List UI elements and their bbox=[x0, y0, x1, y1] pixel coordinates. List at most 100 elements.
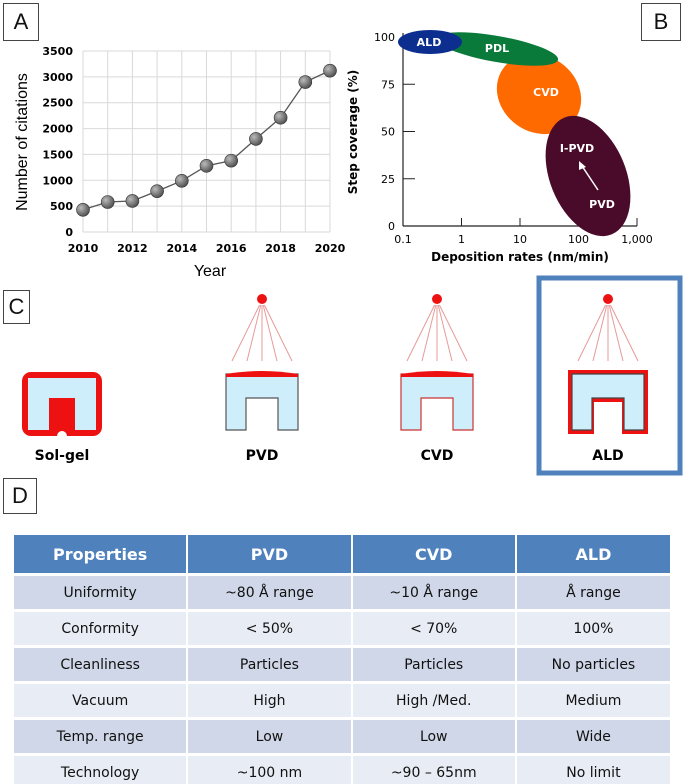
table-cell: High /Med. bbox=[352, 684, 515, 717]
table-header-row: Properties PVD CVD ALD bbox=[14, 535, 670, 573]
y-tick-label: 1000 bbox=[42, 174, 73, 187]
x-axis-label: Deposition rates (nm/min) bbox=[431, 250, 609, 264]
pvd-label: PVD bbox=[589, 198, 615, 211]
ray-line bbox=[231, 304, 261, 362]
citations-chart: 0 500 1000 1500 2000 2500 3000 3500 2010 2012 2014… bbox=[14, 45, 346, 280]
data-point bbox=[175, 174, 189, 188]
ray-line bbox=[437, 304, 453, 362]
table-row: Cleanliness Particles Particles No particle… bbox=[14, 648, 670, 681]
ray-line bbox=[608, 304, 624, 362]
cvd-label: CVD bbox=[533, 86, 559, 99]
y-tick-label: 25 bbox=[381, 173, 395, 186]
x-axis-label: Year bbox=[194, 263, 227, 280]
ray-line bbox=[406, 304, 436, 362]
table-cell: Medium bbox=[516, 684, 670, 717]
y-tick-label: 1500 bbox=[42, 148, 73, 161]
table-cell: Particles bbox=[188, 648, 351, 681]
panel-label-a: A bbox=[3, 3, 39, 41]
x-tick-label: 10 bbox=[513, 233, 527, 246]
y-tick-label: 0 bbox=[65, 226, 73, 239]
ald-label: ALD bbox=[417, 36, 442, 49]
y-tick-label: 50 bbox=[381, 126, 395, 139]
data-point bbox=[249, 132, 263, 146]
x-tick-label: 1 bbox=[458, 233, 465, 246]
method-label-ald: ALD bbox=[592, 448, 623, 464]
ray-line bbox=[262, 304, 278, 362]
table-cell: Particles bbox=[352, 648, 515, 681]
ray-line bbox=[438, 304, 468, 362]
data-point bbox=[323, 63, 337, 78]
y-tick-label: 2000 bbox=[42, 123, 73, 136]
panel-label-c: C bbox=[3, 290, 30, 324]
property-name: Temp. range bbox=[14, 720, 187, 753]
substrate-shape bbox=[28, 378, 96, 430]
pvd-coating bbox=[226, 371, 298, 377]
property-name: Conformity bbox=[14, 612, 187, 645]
data-point bbox=[150, 184, 164, 198]
source-icon bbox=[257, 294, 267, 304]
ray-line bbox=[577, 304, 607, 362]
data-point bbox=[298, 75, 313, 89]
table-cell: ~100 nm bbox=[188, 756, 351, 784]
y-tick-label: 0 bbox=[388, 220, 395, 233]
header-properties: Properties bbox=[14, 535, 187, 573]
ray-line bbox=[263, 304, 293, 362]
data-point bbox=[273, 110, 288, 125]
data-point bbox=[224, 153, 238, 168]
table-cell: < 70% bbox=[352, 612, 515, 645]
table-cell: High bbox=[188, 684, 351, 717]
table-row: Uniformity ~80 Å range ~10 Å range Å range bbox=[14, 576, 670, 609]
substrate-shape bbox=[571, 373, 645, 431]
header-cvd: CVD bbox=[352, 535, 515, 573]
source-icon bbox=[432, 294, 442, 304]
y-axis-label: Step coverage (%) bbox=[346, 70, 360, 195]
region-pdl bbox=[435, 32, 559, 66]
table-cell: Å range bbox=[516, 576, 670, 609]
substrate-shape bbox=[400, 373, 474, 431]
y-tick-label: 500 bbox=[50, 200, 73, 213]
data-point bbox=[100, 195, 115, 209]
properties-table: Properties PVD CVD ALD Uniformity ~80 Å r… bbox=[12, 532, 672, 784]
method-label-sol-gel: Sol-gel bbox=[35, 448, 90, 464]
y-tick-label: 3000 bbox=[42, 71, 73, 84]
x-tick-label: 2012 bbox=[117, 242, 148, 255]
method-label-pvd: PVD bbox=[246, 448, 279, 464]
header-pvd: PVD bbox=[188, 535, 351, 573]
ray-line bbox=[421, 304, 437, 362]
sol-gel-fill bbox=[49, 398, 75, 430]
ray-line bbox=[246, 304, 262, 362]
table-cell: Low bbox=[352, 720, 515, 753]
cvd-coating bbox=[401, 371, 473, 377]
arrow-line bbox=[581, 165, 599, 191]
property-name: Uniformity bbox=[14, 576, 187, 609]
y-tick-label: 3500 bbox=[42, 45, 73, 58]
x-tick-label: 2016 bbox=[216, 242, 247, 255]
table-cell: Low bbox=[188, 720, 351, 753]
table-cell: No particles bbox=[516, 648, 670, 681]
x-tick-label: 2010 bbox=[68, 242, 99, 255]
ald-highlight-box bbox=[536, 275, 683, 476]
table-row: Temp. range Low Low Wide bbox=[14, 720, 670, 753]
ray-line bbox=[592, 304, 608, 362]
property-name: Vacuum bbox=[14, 684, 187, 717]
table-row: Vacuum High High /Med. Medium bbox=[14, 684, 670, 717]
table-cell: < 50% bbox=[188, 612, 351, 645]
x-tick-label: 2018 bbox=[265, 242, 296, 255]
table-cell: 100% bbox=[516, 612, 670, 645]
x-tick-label: 1,000 bbox=[621, 233, 653, 246]
arrow-head bbox=[579, 161, 586, 170]
ray-line bbox=[609, 304, 639, 362]
substrate-shape bbox=[225, 373, 299, 431]
table-cell: Wide bbox=[516, 720, 670, 753]
pdl-label: PDL bbox=[485, 42, 509, 55]
data-point bbox=[76, 202, 90, 217]
table-row: Technology ~100 nm ~90 – 65nm No limit bbox=[14, 756, 670, 784]
region-cvd bbox=[496, 53, 582, 135]
sol-gel-void bbox=[57, 431, 67, 441]
panel-label-d: D bbox=[3, 478, 37, 514]
panel-label-b: B bbox=[641, 3, 681, 41]
region-ald bbox=[398, 30, 462, 54]
y-tick-label: 75 bbox=[381, 78, 395, 91]
